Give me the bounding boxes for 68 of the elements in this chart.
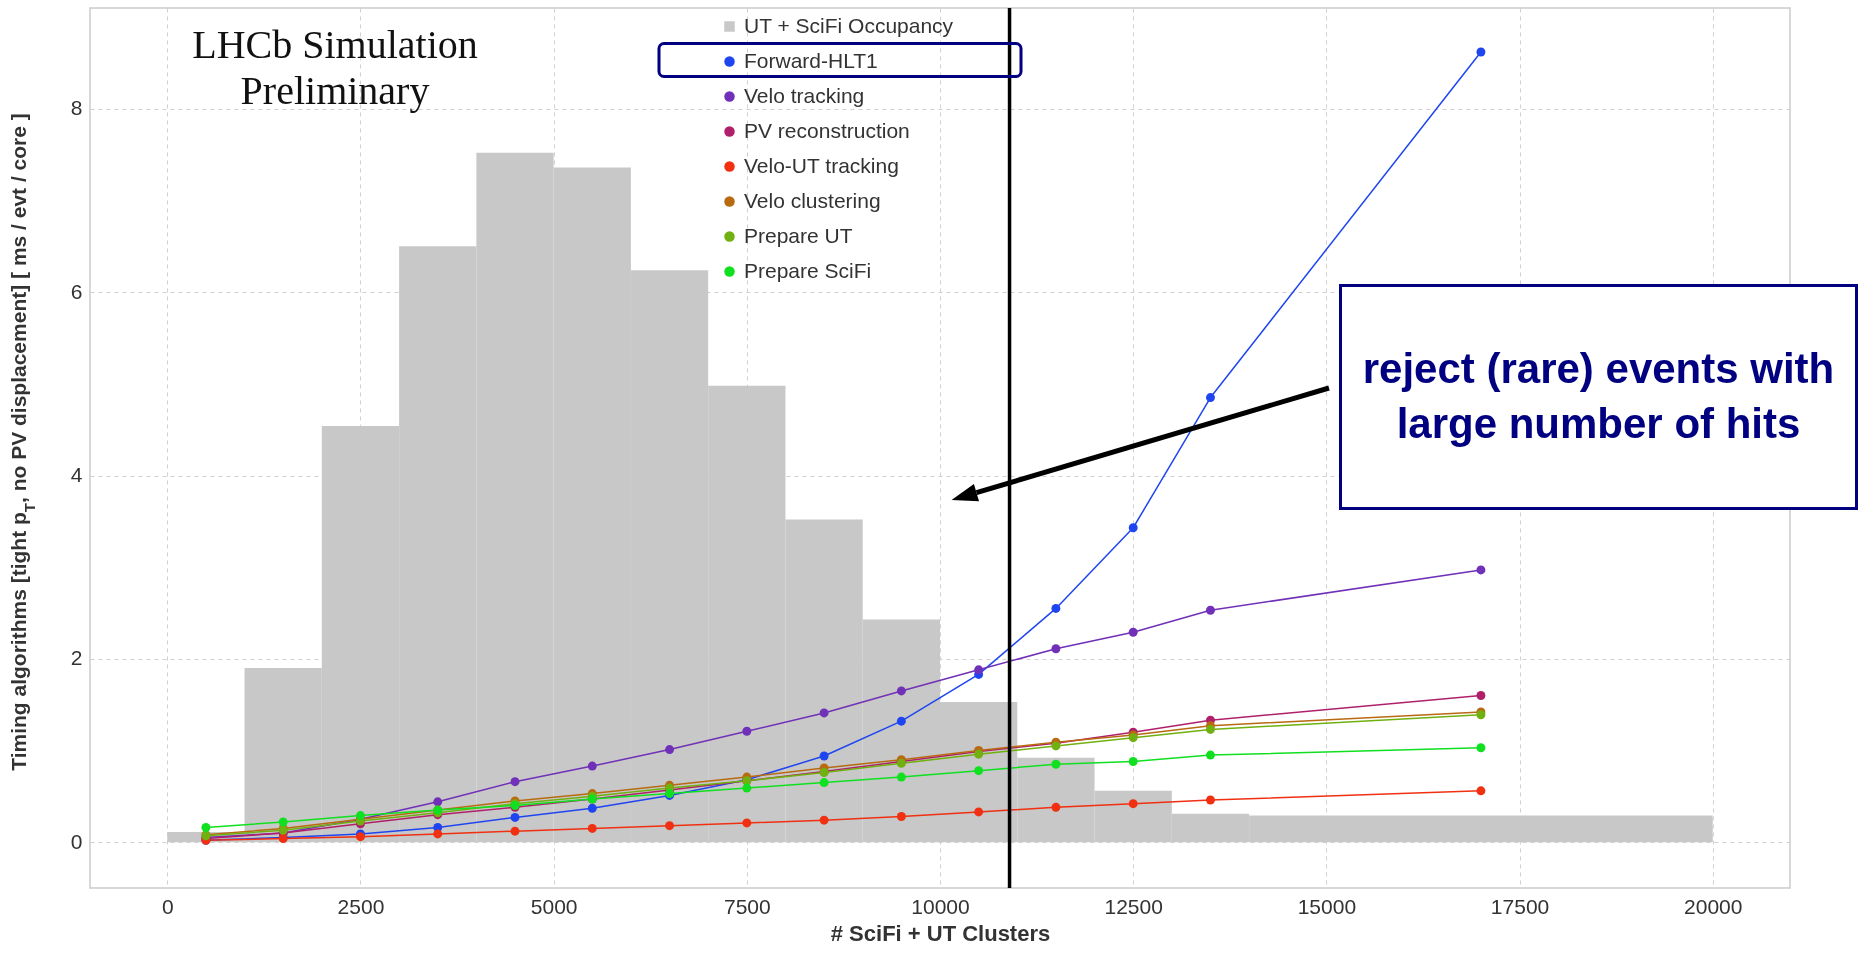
point — [1476, 47, 1486, 57]
point — [278, 817, 288, 827]
point — [1476, 691, 1486, 700]
x-tick-label: 15000 — [1297, 894, 1357, 918]
x-tick-label: 2500 — [337, 894, 385, 918]
point — [819, 751, 829, 761]
point — [974, 807, 984, 817]
point — [510, 777, 520, 787]
point — [896, 686, 906, 696]
point — [1051, 802, 1061, 812]
y-tick-label: 4 — [70, 463, 83, 486]
legend-label: PV reconstruction — [744, 118, 910, 142]
y-tick-label: 6 — [70, 279, 83, 303]
point — [1128, 523, 1138, 533]
legend-label: Prepare UT — [744, 223, 853, 247]
point — [974, 766, 984, 776]
x-tick-label: 20000 — [1684, 894, 1743, 918]
point — [896, 772, 906, 782]
legend-label: Velo-UT tracking — [744, 153, 899, 177]
point — [1051, 759, 1061, 769]
point — [433, 829, 443, 839]
y-tick-label: 2 — [70, 646, 83, 670]
point — [1205, 393, 1215, 403]
point — [742, 783, 752, 793]
point — [1128, 757, 1138, 766]
legend-label: Forward-HLT1 — [744, 48, 878, 72]
point — [665, 821, 675, 831]
point — [201, 823, 211, 832]
legend-label: Velo clustering — [744, 188, 881, 212]
point — [1051, 603, 1061, 613]
point — [510, 826, 520, 836]
point — [1128, 799, 1138, 809]
legend-label: UT + SciFi Occupancy — [744, 13, 954, 37]
point — [1128, 627, 1138, 637]
x-tick-label: 0 — [161, 894, 174, 918]
point — [1051, 644, 1061, 654]
x-tick-label: 12500 — [1104, 894, 1163, 918]
point — [896, 716, 906, 726]
point — [433, 797, 443, 807]
point — [1476, 565, 1486, 575]
point — [1476, 743, 1486, 753]
point — [665, 745, 675, 755]
point — [742, 818, 752, 828]
point — [510, 812, 520, 822]
point — [1205, 605, 1215, 615]
annotation: LHCb Simulation Preliminary — [192, 22, 478, 113]
y-tick-label: 0 — [70, 829, 83, 853]
legend-label: Velo tracking — [744, 83, 865, 107]
point — [819, 708, 829, 718]
x-tick-label: 7500 — [723, 894, 771, 918]
point — [1476, 786, 1486, 796]
point — [587, 823, 597, 833]
point — [819, 815, 829, 825]
point — [896, 812, 906, 821]
legend-label: Prepare SciFi — [744, 258, 872, 282]
x-tick-label: 10000 — [911, 894, 970, 918]
point — [819, 778, 829, 788]
point — [587, 761, 597, 771]
x-tick-label: 5000 — [530, 894, 578, 918]
point — [1205, 795, 1215, 805]
y-tick-label: 8 — [70, 96, 83, 120]
point — [1205, 750, 1215, 760]
point — [742, 726, 752, 736]
point — [587, 803, 597, 813]
x-tick-label: 17500 — [1490, 894, 1550, 918]
text-box: reject (rare) events with large number of hits — [1339, 284, 1858, 510]
point — [974, 665, 984, 675]
x-axis-title: # SciFi + UT Clusters — [830, 920, 1051, 946]
